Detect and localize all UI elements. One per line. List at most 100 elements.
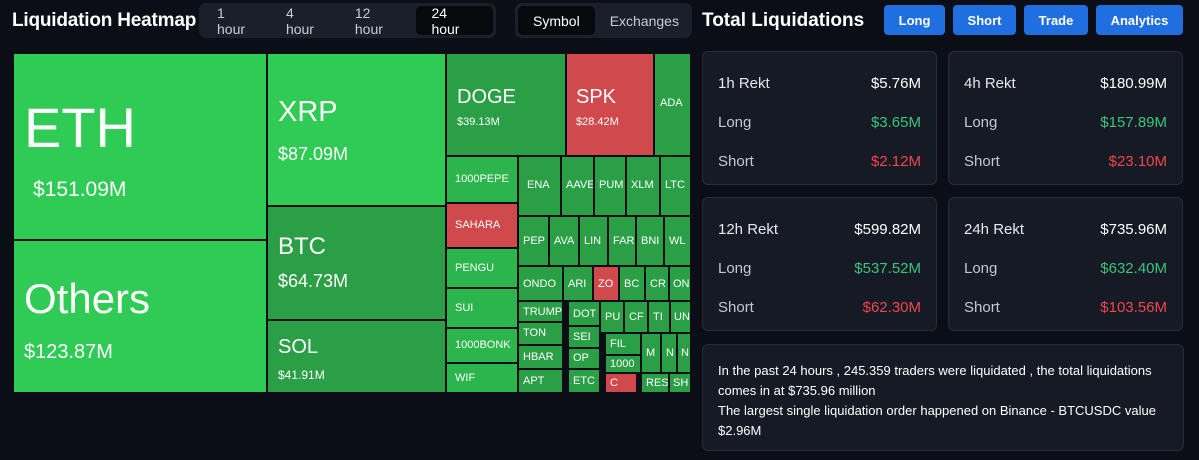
- trade-button[interactable]: Trade: [1024, 5, 1088, 35]
- stat-short-label: Short: [718, 152, 754, 170]
- treemap-tile-lin[interactable]: LIN: [579, 216, 608, 266]
- timeframe-4h-tab[interactable]: 4 hour: [285, 4, 314, 37]
- treemap-tile-cr[interactable]: CR: [645, 266, 669, 301]
- treemap-tile-etc[interactable]: ETC: [568, 369, 600, 393]
- tile-symbol: PUM: [599, 179, 624, 191]
- stat-total-value: $5.76M: [870, 74, 921, 92]
- tile-symbol: ETC: [573, 375, 595, 387]
- stat-period-label: 4h Rekt: [964, 74, 1016, 92]
- stat-total-value: $599.82M: [854, 220, 921, 238]
- treemap-tile-1000bonk[interactable]: 1000BONK: [446, 328, 518, 363]
- treemap-tile-apt[interactable]: APT: [518, 369, 563, 393]
- tile-symbol: AVA: [554, 235, 575, 247]
- treemap-tile-far[interactable]: FAR: [608, 216, 636, 266]
- tile-symbol: HBAR: [523, 351, 554, 363]
- treemap-tile-cf[interactable]: CF: [624, 301, 648, 333]
- tile-symbol: C: [610, 377, 618, 389]
- treemap-tile-aave[interactable]: AAVE: [561, 156, 594, 216]
- treemap-tile-n[interactable]: N: [661, 333, 677, 373]
- treemap-tile-hbar[interactable]: HBAR: [518, 345, 563, 369]
- tile-value: $123.87M: [24, 341, 113, 363]
- treemap-tile-bc[interactable]: BC: [619, 266, 645, 301]
- tile-symbol: ZO: [598, 278, 614, 290]
- treemap-tile-xlm[interactable]: XLM: [626, 156, 660, 216]
- treemap-tile-pum[interactable]: PUM: [594, 156, 626, 216]
- treemap-tile-n2[interactable]: N: [677, 333, 691, 373]
- analytics-button[interactable]: Analytics: [1096, 5, 1183, 35]
- treemap-tile-1000[interactable]: 1000: [605, 355, 641, 373]
- treemap-tile-spk[interactable]: SPK $28.42M: [566, 53, 654, 156]
- timeframe-24h-tab[interactable]: 24 hour: [416, 5, 493, 37]
- treemap-tile-sui[interactable]: SUI: [446, 288, 518, 328]
- tile-symbol: ONDO: [523, 278, 556, 290]
- tile-symbol: ETH: [24, 98, 136, 158]
- treemap-tile-ava[interactable]: AVA: [549, 216, 579, 266]
- timeframe-1h-tab[interactable]: 1 hour: [217, 4, 246, 37]
- treemap-tile-c[interactable]: C: [605, 373, 637, 393]
- stat-short-value: $62.30M: [862, 298, 921, 316]
- treemap-tile-sol[interactable]: SOL $41.91M: [267, 320, 446, 393]
- treemap-tile-eth[interactable]: ETH $151.09M: [13, 53, 267, 240]
- stat-long-label: Long: [964, 113, 998, 131]
- treemap-tile-wif[interactable]: WIF: [446, 363, 518, 393]
- long-button[interactable]: Long: [884, 5, 945, 35]
- mode-symbol-tab[interactable]: Symbol: [518, 6, 595, 35]
- treemap-tile-sh[interactable]: SH: [669, 373, 691, 393]
- tile-symbol: AAVE: [566, 179, 594, 191]
- tile-value: $64.73M: [278, 271, 349, 291]
- treemap-tile-sahara[interactable]: SAHARA: [446, 203, 518, 248]
- treemap-tile-pengu[interactable]: PENGU: [446, 248, 518, 288]
- treemap-tile-ltc[interactable]: LTC: [660, 156, 691, 216]
- treemap-tile-ena[interactable]: ENA: [518, 156, 561, 216]
- treemap-tile-un[interactable]: UN: [670, 301, 691, 333]
- stat-long-label: Long: [718, 259, 752, 277]
- treemap-tile-pep[interactable]: PEP: [518, 216, 549, 266]
- treemap-tile-ondo[interactable]: ONDO: [518, 266, 563, 301]
- tile-symbol: WL: [669, 235, 686, 247]
- stat-short-value: $23.10M: [1108, 152, 1167, 170]
- timeframe-12h-tab[interactable]: 12 hour: [354, 4, 383, 37]
- tile-symbol: LTC: [665, 179, 685, 191]
- treemap-tile-doge[interactable]: DOGE $39.13M: [446, 53, 566, 156]
- treemap-tile-fil[interactable]: FIL: [605, 333, 641, 355]
- treemap-tile-zo[interactable]: ZO: [593, 266, 619, 301]
- tile-symbol: BTC: [278, 233, 326, 260]
- stat-period-label: 12h Rekt: [718, 220, 779, 238]
- treemap-tile-ari[interactable]: ARI: [563, 266, 593, 301]
- tile-symbol: XLM: [631, 179, 654, 191]
- tile-symbol: XRP: [278, 96, 338, 128]
- tile-value: $28.42M: [576, 116, 619, 128]
- tile-value: $87.09M: [278, 144, 349, 164]
- treemap-tile-others[interactable]: Others $123.87M: [13, 240, 267, 393]
- treemap-tile-btc[interactable]: BTC $64.73M: [267, 206, 446, 320]
- tile-symbol: FIL: [610, 338, 626, 350]
- treemap-tile-on[interactable]: ON: [669, 266, 691, 301]
- treemap-tile-xrp[interactable]: XRP $87.09M: [267, 53, 446, 206]
- treemap-tile-wl[interactable]: WL: [664, 216, 691, 266]
- tile-symbol: SEI: [573, 331, 591, 343]
- stat-period-label: 24h Rekt: [964, 220, 1025, 238]
- treemap-tile-sei[interactable]: SEI: [568, 326, 600, 348]
- treemap-tile-ton[interactable]: TON: [518, 322, 563, 345]
- treemap-tile-dot[interactable]: DOT: [568, 301, 600, 326]
- treemap-tile-res[interactable]: RES: [641, 373, 669, 393]
- tile-symbol: 1000PEPE: [455, 173, 509, 185]
- treemap-tile-pu[interactable]: PU: [600, 301, 624, 333]
- treemap-tile-ti[interactable]: TI: [648, 301, 670, 333]
- mode-exchanges-tab[interactable]: Exchanges: [609, 12, 679, 29]
- treemap-tile-ada[interactable]: ADA: [654, 53, 691, 156]
- stat-short-value: $2.12M: [870, 152, 921, 170]
- stat-card-1h: 1h Rekt $5.76M Long $3.65M Short $2.12M: [702, 51, 937, 185]
- short-button[interactable]: Short: [953, 5, 1016, 35]
- stat-long-label: Long: [718, 113, 752, 131]
- tile-symbol: SH: [673, 377, 689, 389]
- treemap-tile-trump[interactable]: TRUMP: [518, 301, 563, 322]
- treemap-tile-bni[interactable]: BNI: [636, 216, 664, 266]
- tile-symbol: PENGU: [455, 262, 495, 274]
- treemap-tile-m[interactable]: M: [641, 333, 661, 373]
- tile-symbol: SUI: [455, 302, 474, 314]
- tile-symbol: DOT: [573, 308, 597, 320]
- treemap-tile-op[interactable]: OP: [568, 348, 600, 369]
- tile-symbol: 1000: [610, 358, 635, 370]
- treemap-tile-1000pepe[interactable]: 1000PEPE: [446, 156, 518, 203]
